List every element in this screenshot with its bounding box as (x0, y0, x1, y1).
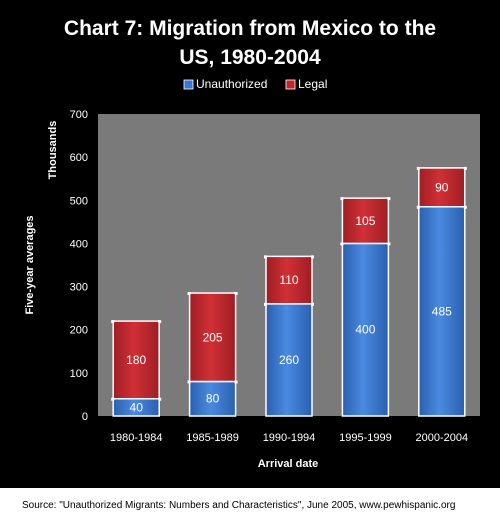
data-label: 180 (126, 353, 146, 367)
legend-swatch-legal (285, 79, 296, 90)
x-tick-label: 1990-1994 (263, 432, 316, 444)
y-tick-label: 0 (82, 411, 88, 423)
data-label: 205 (203, 330, 223, 344)
y-tick-label: 600 (70, 152, 88, 164)
bar-unauthorized-1985-1989 (188, 380, 237, 417)
data-label: 40 (130, 400, 144, 414)
chart-title-line1: Chart 7: Migration from Mexico to the (64, 17, 436, 40)
bar-legal-1995-1999 (341, 197, 390, 245)
x-tick-label: 1985-1989 (186, 432, 239, 444)
bars: 40 180 80 205 260 110 400 105 485 90 (111, 166, 467, 417)
bar-legal-1985-1989 (188, 292, 237, 383)
y-axis-label-outer: Five-year averages (24, 215, 36, 314)
legend-swatch-unauthorized (183, 79, 194, 90)
legend: Unauthorized Legal (183, 77, 327, 91)
data-label: 110 (279, 273, 298, 287)
data-label: 260 (279, 353, 299, 367)
data-label: 485 (432, 304, 452, 318)
x-axis: 1980-1984 1985-1989 1990-1994 1995-1999 2000… (110, 432, 468, 444)
x-tick-label: 1980-1984 (110, 432, 163, 444)
bar-legal-2000-2004 (418, 167, 466, 208)
bar-corner (463, 166, 467, 170)
legend-label-legal: Legal (298, 77, 327, 91)
bar-corner (158, 320, 162, 324)
bar-corner (311, 255, 314, 259)
data-label: 400 (355, 323, 375, 337)
y-tick-label: 700 (70, 109, 88, 121)
bar-corner (234, 292, 238, 296)
bar-corner (340, 197, 344, 201)
data-label: 105 (355, 214, 375, 228)
y-tick-label: 200 (70, 325, 88, 337)
y-tick-label: 400 (70, 238, 88, 250)
source-note: Source: "Unauthorized Migrants: Numbers … (22, 500, 456, 511)
x-tick-label: 1995-1999 (339, 432, 392, 444)
chart: Chart 7: Migration from Mexico to the US… (24, 17, 480, 470)
y-tick-label: 500 (70, 195, 88, 207)
data-label: 80 (206, 392, 220, 406)
x-tick-label: 2000-2004 (415, 432, 468, 444)
bar-legal-1990-1994 (265, 255, 313, 305)
chart-title-line2: US, 1980-2004 (179, 46, 321, 69)
legend-label-unauthorized: Unauthorized (196, 77, 267, 91)
y-tick-label: 100 (70, 368, 88, 380)
bar-corner (187, 292, 191, 296)
x-axis-label: Arrival date (258, 458, 319, 470)
y-axis-label-inner: Thousands (47, 121, 59, 180)
bar-corner (387, 197, 391, 201)
data-label: 90 (435, 180, 449, 194)
bar-corner (416, 166, 420, 170)
bar-corner (111, 320, 115, 324)
bar-unauthorized-1990-1994 (265, 303, 313, 417)
bar-unauthorized-1995-1999 (341, 242, 390, 417)
bar-legal-1980-1984 (112, 320, 160, 400)
y-tick-label: 300 (70, 282, 88, 294)
bar-unauthorized-2000-2004 (418, 206, 466, 417)
y-axis: 0 100 200 300 400 500 600 700 (70, 109, 88, 423)
chart-frame: Chart 7: Migration from Mexico to the US… (0, 0, 500, 488)
bar-corner (264, 255, 267, 259)
